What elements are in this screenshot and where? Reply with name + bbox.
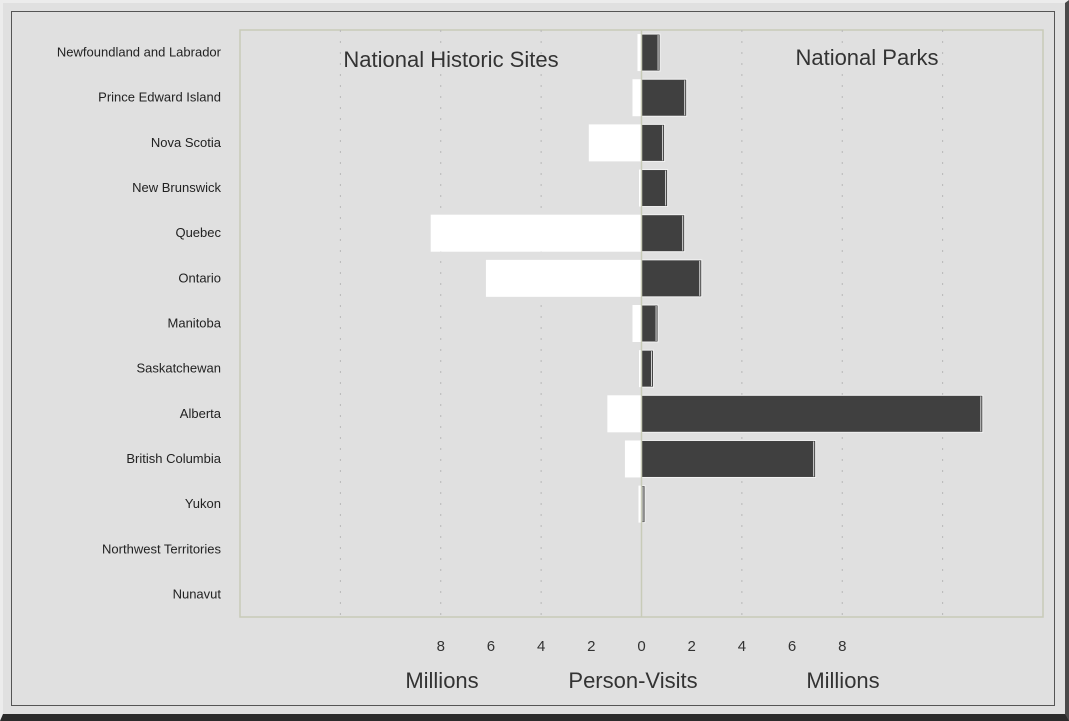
bar-national-parks xyxy=(641,169,669,208)
bar-historic-sites xyxy=(607,395,642,433)
category-label: Quebec xyxy=(175,225,221,240)
category-label: British Columbia xyxy=(126,451,221,466)
bar-historic-sites xyxy=(485,259,642,297)
x-tick-label: 4 xyxy=(738,638,746,655)
x-tick-label: 2 xyxy=(587,638,595,655)
category-label: Nova Scotia xyxy=(151,135,222,150)
x-tick-label: 6 xyxy=(788,638,796,655)
category-label: New Brunswick xyxy=(132,180,221,195)
category-labels: Newfoundland and Labrador Prince Edward I… xyxy=(57,45,222,602)
category-label: Yukon xyxy=(185,496,221,511)
bar-national-parks xyxy=(641,214,686,253)
x-tick-label: 4 xyxy=(537,638,545,655)
category-label: Manitoba xyxy=(168,316,222,331)
tick-labels: 8 6 4 2 0 2 4 6 8 xyxy=(437,638,847,655)
bar-historic-sites xyxy=(638,169,642,207)
category-label: Nunavut xyxy=(173,586,222,601)
x-tick-label: 8 xyxy=(838,638,846,655)
x-tick-label: 6 xyxy=(487,638,495,655)
x-unit-left: Millions xyxy=(405,668,478,693)
bar-historic-sites xyxy=(638,350,642,388)
bars xyxy=(430,33,984,524)
category-label: Newfoundland and Labrador xyxy=(57,45,222,60)
left-title: National Historic Sites xyxy=(343,47,558,72)
category-label: Prince Edward Island xyxy=(98,90,221,105)
bar-historic-sites xyxy=(632,305,642,342)
bar-national-parks xyxy=(641,123,666,162)
right-title: National Parks xyxy=(795,45,938,70)
bar-national-parks xyxy=(641,259,703,298)
bar-historic-sites xyxy=(638,485,642,523)
category-label: Alberta xyxy=(180,406,222,421)
x-tick-label: 2 xyxy=(688,638,696,655)
chart-inner-frame xyxy=(11,11,1055,706)
bar-historic-sites xyxy=(588,124,642,162)
bar-national-parks xyxy=(641,439,817,478)
bar-national-parks xyxy=(641,394,984,433)
x-unit-right: Millions xyxy=(806,668,879,693)
x-tick-label: 8 xyxy=(437,638,445,655)
category-label: Ontario xyxy=(178,270,221,285)
bar-historic-sites xyxy=(430,214,642,252)
bar-historic-sites xyxy=(624,440,642,478)
x-tick-label: 0 xyxy=(637,638,645,655)
bar-national-parks xyxy=(641,78,688,117)
x-axis-title: Person-Visits xyxy=(568,668,697,693)
bar-national-parks xyxy=(641,33,661,72)
category-label: Saskatchewan xyxy=(136,361,221,376)
bar-historic-sites xyxy=(637,34,642,72)
bar-historic-sites xyxy=(632,79,642,117)
category-label: Northwest Territories xyxy=(102,541,221,556)
